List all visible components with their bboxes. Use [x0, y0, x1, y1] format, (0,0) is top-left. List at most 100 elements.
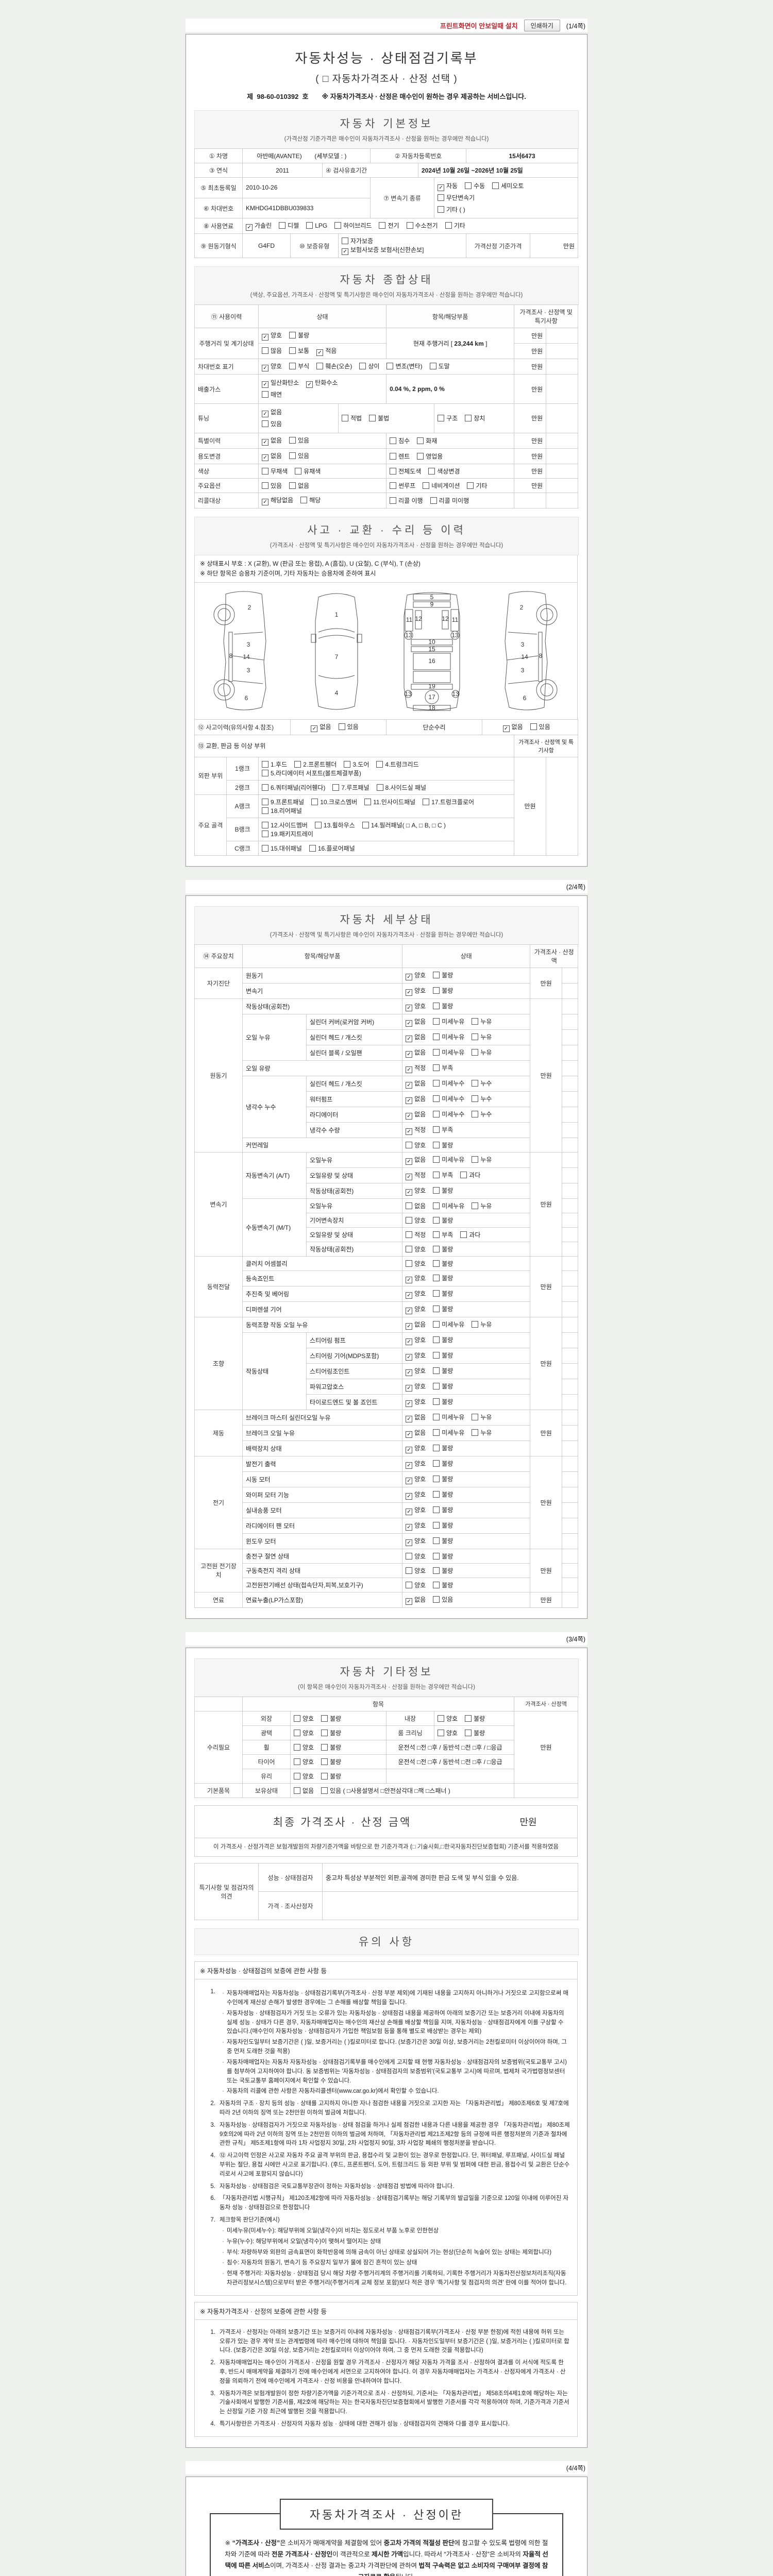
checkbox[interactable]: ✓ [262, 454, 268, 461]
checkbox[interactable] [294, 1743, 301, 1751]
checkbox[interactable]: ✓ [406, 1400, 413, 1407]
checkbox[interactable] [465, 415, 472, 422]
checkbox[interactable] [390, 437, 397, 444]
checkbox[interactable] [289, 347, 296, 354]
checkbox[interactable] [433, 1398, 440, 1405]
checkbox[interactable] [433, 1537, 440, 1544]
checkbox[interactable] [334, 222, 342, 229]
checkbox[interactable] [438, 206, 445, 213]
checkbox[interactable] [289, 482, 296, 489]
checkbox[interactable] [406, 1141, 413, 1148]
checkbox[interactable]: ✓ [342, 248, 349, 256]
checkbox[interactable] [433, 1260, 440, 1267]
checkbox[interactable] [316, 363, 324, 370]
checkbox[interactable] [417, 437, 424, 444]
checkbox[interactable] [433, 1110, 440, 1117]
checkbox[interactable]: ✓ [406, 1081, 413, 1089]
checkbox[interactable] [262, 821, 269, 828]
checkbox[interactable] [390, 452, 397, 460]
checkbox[interactable]: ✓ [311, 725, 318, 732]
checkbox[interactable] [433, 1429, 440, 1436]
checkbox[interactable] [262, 798, 269, 805]
checkbox[interactable] [359, 363, 366, 370]
checkbox[interactable] [472, 1079, 479, 1087]
checkbox[interactable] [472, 1110, 479, 1117]
checkbox[interactable]: ✓ [406, 1020, 413, 1027]
checkbox[interactable] [433, 1567, 440, 1574]
checkbox[interactable]: ✓ [406, 1446, 413, 1453]
checkbox[interactable] [472, 1156, 479, 1163]
checkbox[interactable] [311, 798, 318, 805]
checkbox[interactable] [433, 1320, 440, 1328]
checkbox[interactable] [433, 1490, 440, 1498]
checkbox[interactable]: ✓ [406, 1276, 413, 1283]
checkbox[interactable] [262, 769, 269, 776]
checkbox[interactable] [429, 363, 436, 370]
checkbox[interactable] [390, 467, 397, 474]
checkbox[interactable] [433, 1202, 440, 1209]
checkbox[interactable] [472, 1202, 479, 1209]
checkbox[interactable] [433, 1274, 440, 1281]
checkbox[interactable] [406, 1567, 413, 1574]
checkbox[interactable] [406, 1260, 413, 1267]
checkbox[interactable] [433, 1245, 440, 1252]
checkbox[interactable]: ✓ [406, 1307, 413, 1314]
checkbox[interactable] [321, 1715, 328, 1722]
checkbox[interactable] [472, 1413, 479, 1420]
checkbox[interactable] [438, 1729, 445, 1736]
checkbox[interactable] [338, 723, 345, 730]
checkbox[interactable]: ✓ [406, 1050, 413, 1058]
checkbox[interactable] [433, 971, 440, 978]
checkbox[interactable] [465, 1729, 472, 1736]
checkbox[interactable]: ✓ [406, 1112, 413, 1120]
checkbox[interactable] [406, 1216, 413, 1224]
checkbox[interactable] [433, 1367, 440, 1374]
checkbox[interactable] [530, 723, 537, 730]
print-helper-notice[interactable]: 프린트화면이 안보일때 설치 [440, 22, 518, 30]
checkbox[interactable] [433, 1141, 440, 1148]
checkbox[interactable] [294, 1729, 301, 1736]
checkbox[interactable] [321, 1787, 328, 1794]
checkbox[interactable] [460, 1171, 467, 1178]
checkbox[interactable] [433, 1079, 440, 1087]
checkbox[interactable]: ✓ [406, 1035, 413, 1042]
checkbox[interactable]: ✓ [406, 1158, 413, 1165]
checkbox[interactable] [376, 760, 383, 768]
checkbox[interactable]: ✓ [246, 224, 253, 231]
checkbox[interactable] [390, 497, 397, 504]
checkbox[interactable] [300, 496, 308, 503]
checkbox[interactable]: ✓ [406, 1292, 413, 1299]
checkbox[interactable] [467, 482, 474, 489]
checkbox[interactable] [262, 784, 269, 791]
checkbox[interactable]: ✓ [406, 1539, 413, 1546]
checkbox[interactable] [433, 1596, 440, 1603]
checkbox[interactable] [262, 482, 268, 489]
checkbox[interactable]: ✓ [262, 438, 268, 446]
checkbox[interactable] [430, 497, 437, 504]
checkbox[interactable] [433, 1444, 440, 1451]
checkbox[interactable] [406, 1202, 413, 1209]
checkbox[interactable] [289, 363, 296, 370]
checkbox[interactable]: ✓ [406, 1189, 413, 1196]
checkbox[interactable] [438, 1715, 445, 1722]
checkbox[interactable] [433, 1018, 440, 1025]
checkbox[interactable]: ✓ [406, 1338, 413, 1345]
checkbox[interactable]: ✓ [406, 1431, 413, 1438]
checkbox[interactable] [433, 1095, 440, 1102]
checkbox[interactable]: ✓ [406, 1598, 413, 1605]
checkbox[interactable]: ✓ [406, 1097, 413, 1104]
checkbox[interactable] [417, 452, 424, 460]
checkbox[interactable] [433, 1187, 440, 1194]
checkbox[interactable] [294, 1758, 301, 1765]
checkbox[interactable]: ✓ [406, 1508, 413, 1515]
checkbox[interactable] [406, 1245, 413, 1252]
checkbox[interactable] [321, 1772, 328, 1780]
checkbox[interactable] [306, 222, 313, 229]
checkbox[interactable] [472, 1429, 479, 1436]
checkbox[interactable]: ✓ [262, 334, 268, 341]
checkbox[interactable] [428, 467, 435, 474]
checkbox[interactable] [342, 415, 348, 422]
checkbox[interactable] [279, 222, 286, 229]
checkbox[interactable] [433, 1033, 440, 1040]
checkbox[interactable] [460, 1231, 467, 1238]
